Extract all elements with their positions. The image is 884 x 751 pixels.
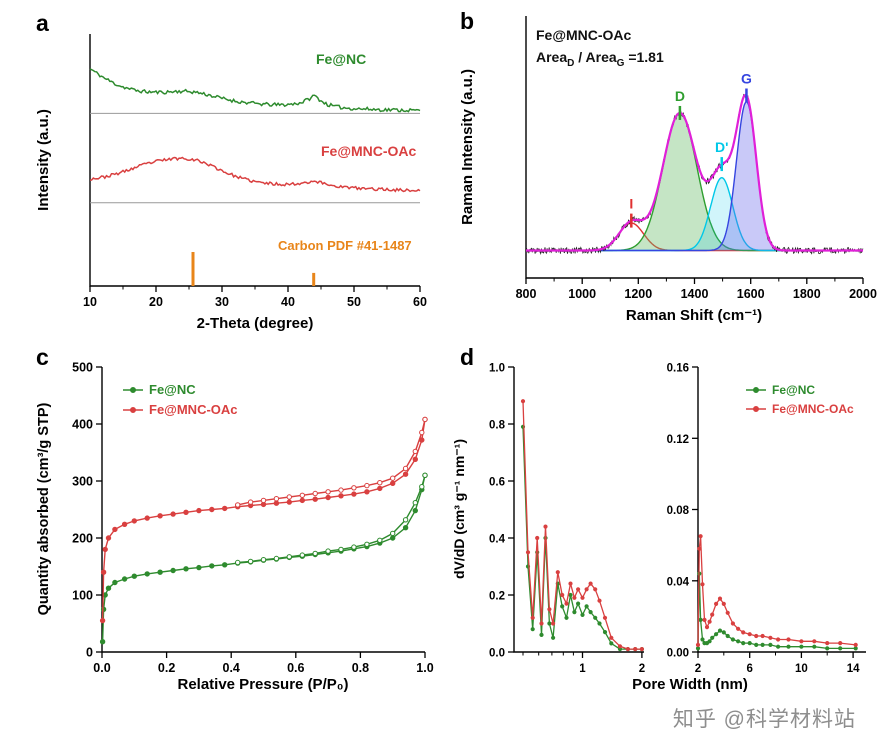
svg-text:1.0: 1.0: [489, 363, 505, 375]
panel-b-letter: b: [460, 8, 475, 34]
svg-text:Fe@MNC-OAc: Fe@MNC-OAc: [321, 143, 417, 159]
svg-text:dV/dD (cm³ g⁻¹ nm⁻¹): dV/dD (cm³ g⁻¹ nm⁻¹): [451, 439, 467, 579]
svg-text:Intensity (a.u.): Intensity (a.u.): [35, 109, 52, 211]
svg-text:2-Theta (degree): 2-Theta (degree): [197, 315, 314, 332]
svg-text:0.4: 0.4: [489, 534, 506, 546]
svg-text:Fe@NC: Fe@NC: [316, 51, 366, 67]
svg-text:Fe@NC: Fe@NC: [772, 383, 815, 397]
svg-text:2: 2: [695, 663, 701, 675]
svg-text:Fe@MNC-OAc: Fe@MNC-OAc: [772, 402, 854, 416]
panel-c-letter: c: [36, 344, 49, 370]
svg-text:1800: 1800: [793, 287, 821, 301]
svg-text:30: 30: [215, 295, 229, 309]
svg-text:0.2: 0.2: [158, 661, 175, 675]
svg-text:Raman Shift (cm⁻¹): Raman Shift (cm⁻¹): [626, 307, 762, 324]
svg-text:500: 500: [72, 361, 93, 375]
svg-text:I: I: [629, 196, 633, 212]
svg-text:0.16: 0.16: [667, 363, 689, 375]
svg-text:1600: 1600: [737, 287, 765, 301]
svg-text:0.4: 0.4: [223, 661, 240, 675]
svg-text:1000: 1000: [568, 287, 596, 301]
svg-text:0.2: 0.2: [489, 591, 505, 603]
svg-text:1: 1: [579, 663, 586, 675]
svg-text:50: 50: [347, 295, 361, 309]
svg-text:60: 60: [413, 295, 427, 309]
svg-text:300: 300: [72, 475, 93, 489]
xrd-chart: 10 20 30 40 50 60 2-Theta (degree) Intensity (a…: [35, 34, 427, 332]
svg-text:Raman Intensity (a.u.): Raman Intensity (a.u.): [459, 69, 476, 225]
svg-text:0.12: 0.12: [667, 434, 689, 446]
raman-chart: 800 1000 1200 1400 1600 1800 2000 I D D' G Raman Sh…: [459, 16, 877, 324]
svg-text:Quantity absorbed (cm³/g STP): Quantity absorbed (cm³/g STP): [36, 402, 52, 615]
svg-text:0.0: 0.0: [93, 661, 110, 675]
svg-text:200: 200: [72, 532, 93, 546]
svg-text:Fe@MNC-OAc: Fe@MNC-OAc: [149, 402, 238, 417]
svg-text:Pore Width (nm): Pore Width (nm): [632, 676, 748, 693]
svg-text:0.0: 0.0: [489, 648, 505, 660]
svg-text:1200: 1200: [624, 287, 652, 301]
svg-text:10: 10: [795, 663, 808, 675]
svg-text:0: 0: [86, 646, 93, 660]
svg-text:D': D': [715, 139, 728, 155]
svg-text:1.0: 1.0: [416, 661, 433, 675]
svg-text:0.8: 0.8: [489, 420, 506, 432]
isotherm-chart: 0.0 0.2 0.4 0.6 0.8 1.0 0 100 200 300 400 500 Relati…: [36, 361, 434, 694]
svg-text:Fe@MNC-OAc: Fe@MNC-OAc: [536, 27, 632, 43]
svg-text:14: 14: [847, 663, 860, 675]
svg-text:40: 40: [281, 295, 295, 309]
svg-text:Fe@NC: Fe@NC: [149, 382, 196, 397]
svg-text:Carbon PDF #41-1487: Carbon PDF #41-1487: [278, 238, 412, 253]
svg-text:2: 2: [639, 663, 645, 675]
panel-d-letter: d: [460, 344, 475, 370]
svg-text:0.6: 0.6: [287, 661, 304, 675]
svg-text:2000: 2000: [849, 287, 877, 301]
svg-text:AreaD / AreaG =1.81: AreaD / AreaG =1.81: [536, 49, 664, 69]
svg-text:10: 10: [83, 295, 97, 309]
svg-text:0.08: 0.08: [667, 505, 690, 517]
svg-text:0.6: 0.6: [489, 477, 505, 489]
svg-text:1400: 1400: [681, 287, 709, 301]
svg-text:G: G: [741, 70, 752, 86]
svg-text:0.04: 0.04: [667, 576, 690, 588]
svg-text:400: 400: [72, 418, 93, 432]
svg-text:100: 100: [72, 589, 93, 603]
pore-size-chart: 1 2 0.0 0.2 0.4 0.6 0.8 1.0 dV/dD (cm³ g⁻¹ nm⁻¹)…: [451, 363, 866, 693]
panel-a-letter: a: [36, 10, 49, 36]
svg-text:20: 20: [149, 295, 163, 309]
svg-text:0.00: 0.00: [667, 648, 689, 660]
svg-text:0.8: 0.8: [352, 661, 369, 675]
svg-text:D: D: [675, 88, 685, 104]
watermark: 知乎 @科学材料站: [672, 708, 856, 731]
svg-text:6: 6: [746, 663, 752, 675]
svg-text:800: 800: [516, 287, 537, 301]
svg-text:Relative Pressure (P/P₀): Relative Pressure (P/P₀): [177, 676, 348, 693]
